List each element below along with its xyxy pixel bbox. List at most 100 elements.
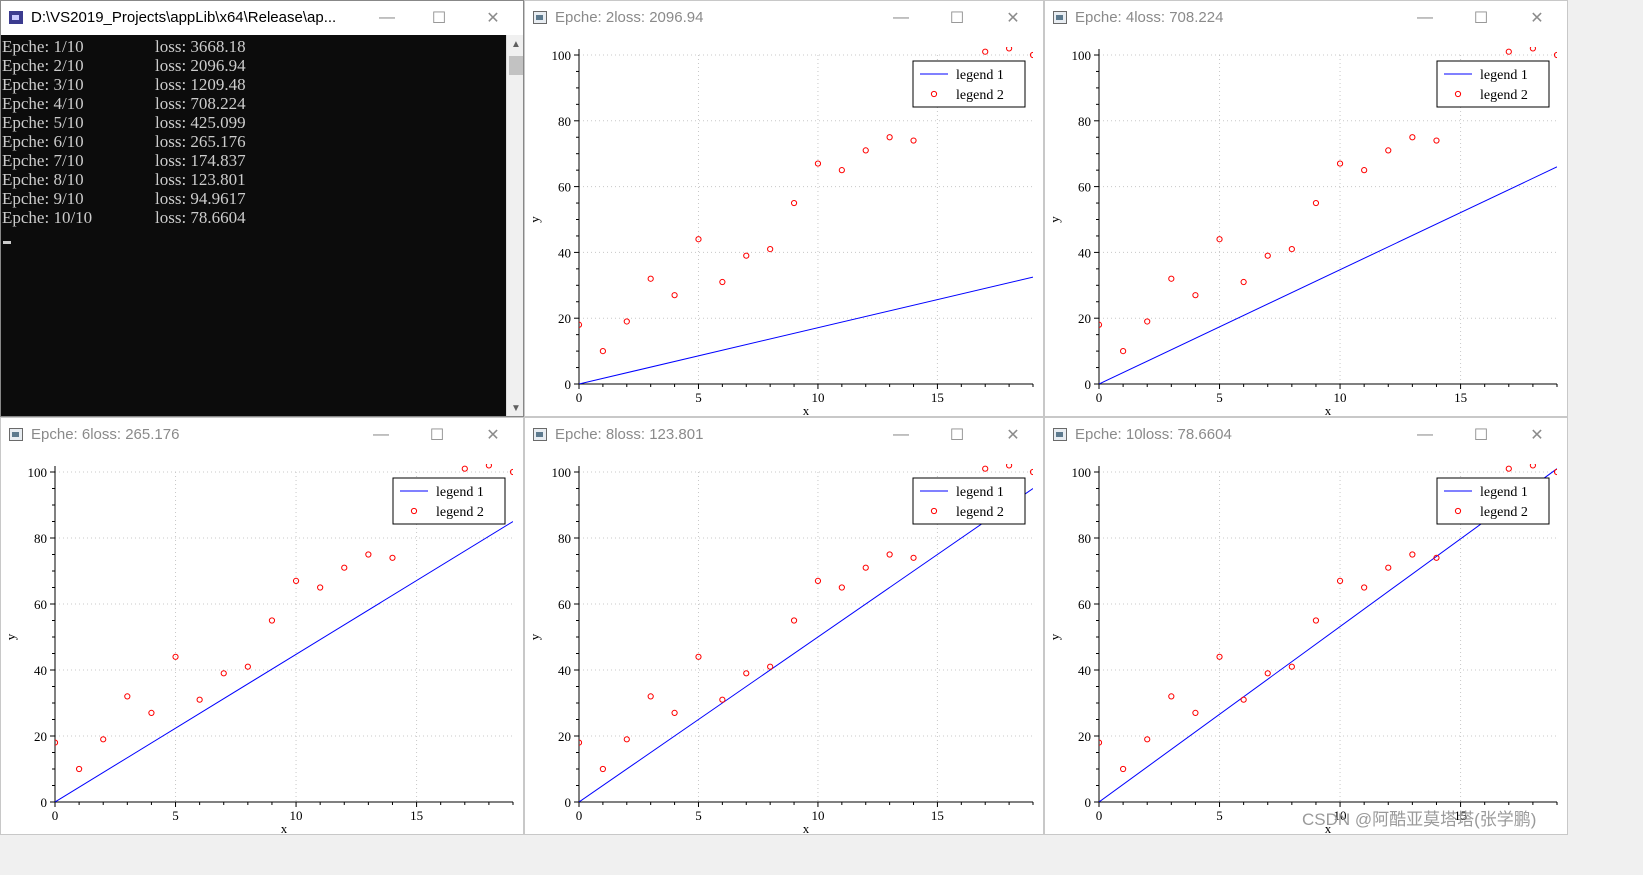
- vertical-scrollbar[interactable]: ▲ ▼: [506, 35, 523, 416]
- y-tick-label: 80: [558, 114, 571, 129]
- line-chart[interactable]: 0 20 40 60 80 100 0 5 10 15 x y legend 1 legend 2: [525, 35, 1044, 417]
- scroll-thumb[interactable]: [509, 56, 523, 75]
- x-tick-label: 0: [576, 808, 583, 823]
- y-tick-label: 0: [1085, 795, 1092, 810]
- maximize-button[interactable]: ☐: [429, 427, 445, 444]
- x-tick-label: 10: [811, 390, 824, 405]
- plot-window-titlebar[interactable]: Epche: 8loss: 123.801 — ☐ ✕: [525, 418, 1043, 452]
- legend-label: legend 2: [1480, 505, 1528, 520]
- maximize-button[interactable]: ☐: [1473, 10, 1489, 27]
- plot-window[interactable]: Epche: 10loss: 78.6604 — ☐ ✕ 0 20 40 60 80 100 0 5 1…: [1044, 417, 1568, 835]
- data-point: [1409, 134, 1416, 141]
- legend-marker-swatch: [930, 507, 938, 515]
- y-tick-label: 60: [1078, 597, 1091, 612]
- maximize-button[interactable]: ☐: [949, 10, 965, 27]
- minimize-button[interactable]: —: [893, 426, 909, 443]
- y-tick-label: 0: [1085, 377, 1092, 392]
- plot-window-titlebar[interactable]: Epche: 2loss: 2096.94 — ☐ ✕: [525, 1, 1043, 35]
- maximize-button[interactable]: ☐: [1473, 427, 1489, 444]
- data-point: [886, 134, 893, 141]
- data-point: [461, 465, 468, 472]
- plot-window[interactable]: Epche: 6loss: 265.176 — ☐ ✕ 0 20 40 60 80 100 0 5 10…: [0, 417, 524, 835]
- data-point: [1505, 465, 1512, 472]
- data-point: [1006, 47, 1013, 52]
- minimize-button[interactable]: —: [379, 9, 395, 26]
- data-point: [124, 693, 131, 700]
- data-point: [910, 554, 917, 561]
- plot-window[interactable]: Epche: 8loss: 123.801 — ☐ ✕ 0 20 40 60 80 100 0 5 10…: [524, 417, 1044, 835]
- console-line: Epche: 3/10 loss: 1209.48: [2, 75, 246, 94]
- console-output[interactable]: Epche: 1/10 loss: 3668.18 Epche: 2/10 loss…: [1, 35, 506, 416]
- close-button[interactable]: ✕: [1530, 10, 1544, 27]
- y-tick-label: 60: [558, 597, 571, 612]
- data-point: [341, 564, 348, 571]
- data-point: [1029, 468, 1033, 476]
- data-point: [1144, 318, 1151, 325]
- console-line: Epche: 1/10 loss: 3668.18: [2, 37, 246, 56]
- console-titlebar[interactable]: D:\VS2019_Projects\appLib\x64\Release\ap…: [1, 1, 523, 35]
- chart-legend: legend 1 legend 2: [392, 477, 506, 525]
- legend-box: [912, 477, 1026, 525]
- minimize-button[interactable]: —: [1417, 9, 1433, 26]
- y-axis-label: y: [527, 216, 542, 223]
- console-line: Epche: 4/10 loss: 708.224: [2, 94, 246, 113]
- y-tick-label: 40: [558, 663, 571, 678]
- data-point: [365, 551, 372, 558]
- legend-label: legend 2: [956, 505, 1004, 520]
- x-tick-label: 10: [1334, 390, 1347, 405]
- y-tick-label: 40: [1078, 663, 1091, 678]
- minimize-button[interactable]: —: [893, 9, 909, 26]
- plot-window-titlebar[interactable]: Epche: 10loss: 78.6604 — ☐ ✕: [1045, 418, 1567, 452]
- data-point: [220, 670, 227, 677]
- minimize-button[interactable]: —: [373, 426, 389, 443]
- data-point: [790, 199, 798, 207]
- plot-window-titlebar[interactable]: Epche: 6loss: 265.176 — ☐ ✕: [1, 418, 523, 452]
- data-point: [1312, 617, 1320, 624]
- data-point: [1361, 584, 1368, 591]
- data-point: [579, 739, 583, 746]
- close-button[interactable]: ✕: [1006, 10, 1020, 27]
- maximize-button[interactable]: ☐: [949, 427, 965, 444]
- data-point: [172, 653, 179, 660]
- data-point: [1240, 278, 1247, 286]
- scroll-down-arrow-icon[interactable]: ▼: [511, 402, 521, 414]
- plot-window[interactable]: Epche: 4loss: 708.224 — ☐ ✕ 0 20 40 60 80 100 0 5 10…: [1044, 0, 1568, 417]
- x-axis-label: x: [1325, 821, 1332, 835]
- data-point: [389, 554, 396, 561]
- maximize-button[interactable]: ☐: [431, 10, 447, 27]
- plot-window[interactable]: Epche: 2loss: 2096.94 — ☐ ✕ 0 20 40 60 80 100 0 5 10…: [524, 0, 1044, 417]
- y-tick-label: 60: [1078, 180, 1091, 195]
- close-button[interactable]: ✕: [1530, 427, 1544, 444]
- series-line-legend-1: [55, 521, 513, 802]
- x-tick-label: 0: [1096, 390, 1103, 405]
- line-chart[interactable]: 0 20 40 60 80 100 0 5 10 15 x y legend 1 legend 2: [1045, 35, 1568, 417]
- line-chart[interactable]: 0 20 40 60 80 100 0 5 10 15 x y legend 1 legend 2: [1, 452, 524, 835]
- console-window[interactable]: D:\VS2019_Projects\appLib\x64\Release\ap…: [0, 0, 524, 417]
- data-point: [862, 564, 869, 571]
- plot-window-titlebar[interactable]: Epche: 4loss: 708.224 — ☐ ✕: [1045, 1, 1567, 35]
- series-line-legend-1: [579, 488, 1033, 802]
- data-point: [767, 663, 774, 670]
- line-chart[interactable]: 0 20 40 60 80 100 0 5 10 15 x y legend 1 legend 2: [1045, 452, 1568, 835]
- y-tick-label: 0: [41, 795, 48, 810]
- data-point: [1288, 246, 1295, 253]
- close-button[interactable]: ✕: [486, 10, 500, 27]
- minimize-button[interactable]: —: [1417, 426, 1433, 443]
- legend-label: legend 2: [956, 88, 1004, 103]
- scroll-up-arrow-icon[interactable]: ▲: [511, 38, 521, 50]
- data-point: [1336, 577, 1344, 584]
- data-point: [55, 739, 59, 746]
- legend-label: legend 1: [956, 485, 1004, 500]
- data-point: [1264, 252, 1271, 259]
- data-point: [1192, 292, 1199, 299]
- data-point: [76, 765, 83, 773]
- console-line: Epche: 10/10 loss: 78.6604: [2, 208, 246, 227]
- y-tick-label: 20: [558, 311, 571, 326]
- data-point: [1240, 696, 1247, 703]
- line-chart[interactable]: 0 20 40 60 80 100 0 5 10 15 x y legend 1 legend 2: [525, 452, 1044, 835]
- plot-window-title: Epche: 2loss: 2096.94: [555, 9, 704, 26]
- data-point: [1553, 51, 1557, 59]
- y-tick-label: 0: [565, 795, 572, 810]
- close-button[interactable]: ✕: [486, 427, 500, 444]
- close-button[interactable]: ✕: [1006, 427, 1020, 444]
